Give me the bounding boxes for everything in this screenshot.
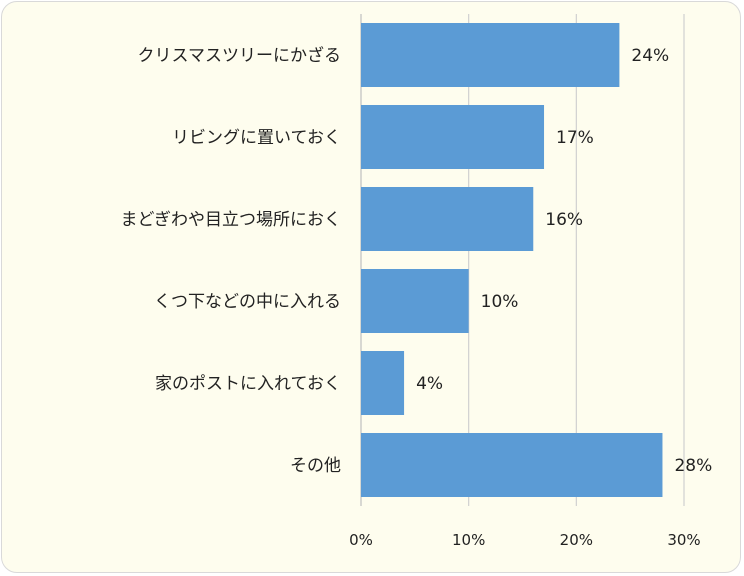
data-label: 24% xyxy=(631,46,669,66)
data-label: 4% xyxy=(416,374,443,394)
category-label: クリスマスツリーにかざる xyxy=(138,45,342,66)
data-label: 10% xyxy=(481,292,519,312)
labels: 0% 10% 20% 30% クリスマスツリーにかざる 24% リビングに置いておく 17% ま… xyxy=(121,45,713,549)
x-tick-label: 20% xyxy=(560,531,593,549)
bar xyxy=(361,23,620,87)
data-label: 17% xyxy=(556,128,594,148)
bar xyxy=(361,351,405,415)
bar xyxy=(361,187,534,251)
x-tick-label: 0% xyxy=(349,531,373,549)
bar xyxy=(361,269,469,333)
bars xyxy=(361,23,663,497)
category-label: 家のポストに入れておく xyxy=(155,374,341,394)
data-label: 28% xyxy=(674,456,712,476)
category-label: その他 xyxy=(290,456,341,476)
bar xyxy=(361,433,663,497)
gridlines xyxy=(360,14,685,506)
category-label: リビングに置いておく xyxy=(172,128,341,148)
x-tick-label: 10% xyxy=(452,531,485,549)
bar xyxy=(361,105,545,169)
category-label: くつ下などの中に入れる xyxy=(154,292,341,312)
category-label: まどぎわや目立つ場所におく xyxy=(121,210,342,230)
data-label: 16% xyxy=(545,210,583,230)
x-tick-label: 30% xyxy=(667,531,700,549)
